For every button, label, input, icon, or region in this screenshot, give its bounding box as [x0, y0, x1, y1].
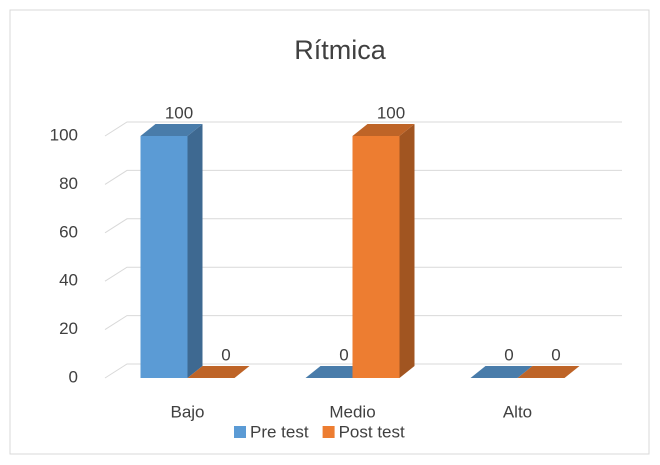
grid-line [104, 266, 622, 282]
x-tick-label: Medio [329, 402, 375, 421]
grid-line [104, 218, 622, 234]
grid-line [104, 169, 622, 185]
y-tick-label: 0 [69, 367, 78, 386]
data-label: 0 [551, 345, 560, 364]
legend-label: Post test [339, 422, 405, 441]
bar-top [305, 366, 368, 378]
chart-border [9, 9, 650, 455]
data-label: 0 [221, 345, 230, 364]
y-tick-label: 60 [59, 222, 78, 241]
bar-top [140, 124, 203, 136]
chart-title: Rítmica [294, 35, 386, 65]
bar-top [517, 366, 580, 378]
bar [352, 136, 400, 378]
x-tick-label: Bajo [170, 402, 204, 421]
data-label: 0 [339, 345, 348, 364]
bar-top [470, 366, 533, 378]
data-label: 0 [504, 345, 513, 364]
bar-side [187, 124, 203, 378]
y-tick-label: 20 [59, 319, 78, 338]
grid-line [104, 121, 622, 137]
bar [140, 136, 188, 378]
bar-top [187, 366, 250, 378]
y-tick-label: 40 [59, 271, 78, 290]
legend-swatch [234, 426, 246, 438]
grid-line [104, 363, 622, 379]
legend-swatch [322, 426, 335, 438]
legend-label: Pre test [250, 422, 309, 441]
bar-top [352, 124, 415, 136]
y-tick-label: 100 [50, 125, 78, 144]
bar-side [399, 124, 415, 378]
x-tick-label: Alto [503, 402, 532, 421]
data-label: 100 [377, 103, 405, 122]
y-tick-label: 80 [59, 174, 78, 193]
data-label: 100 [165, 103, 193, 122]
grid-line [104, 315, 622, 331]
